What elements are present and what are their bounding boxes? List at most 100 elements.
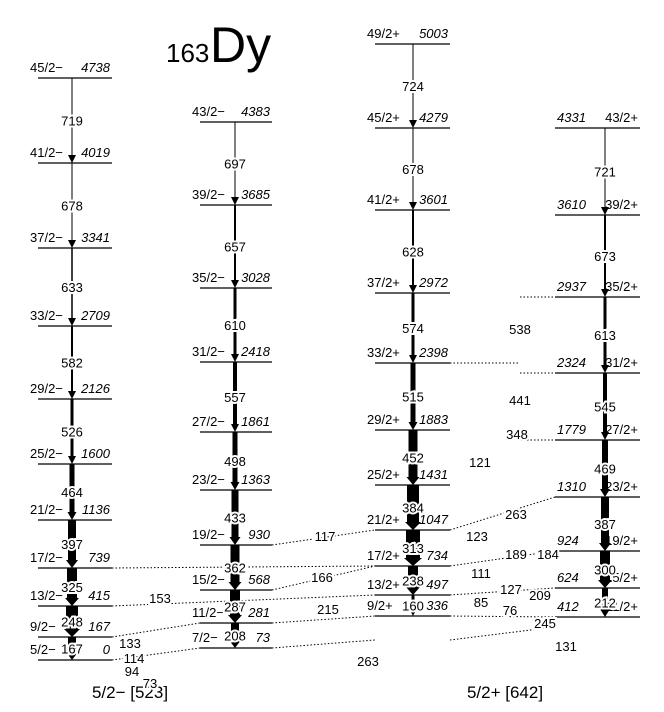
interband-line [449,587,556,596]
transition-energy: 582 [61,356,83,371]
arrow-head [599,543,611,551]
transition-energy: 433 [224,511,246,526]
level-spin: 45/2+ [367,110,400,125]
interband-energy: 184 [537,547,559,562]
level-spin: 15/2− [192,572,225,587]
interband-energy: 123 [466,529,488,544]
level-energy: 1779 [557,422,586,437]
level-energy: 1431 [419,467,448,482]
level-spin: 33/2+ [367,345,400,360]
level-spin: 21/2+ [367,512,400,527]
level-spin: 25/2− [30,446,63,461]
transition-arrow [410,363,416,422]
transition-arrow [71,326,73,391]
transition-energy: 574 [402,321,424,336]
level-energy: 0 [103,642,111,657]
element: Dy [210,17,271,73]
interband-line [271,565,376,591]
transition-arrow [230,590,240,615]
arrow-head [68,456,76,464]
interband-energy: 111 [471,566,491,581]
interband-energy: 153 [149,591,171,606]
transition-arrow [602,588,608,609]
transition-arrow [600,551,610,580]
interband-line [449,550,556,567]
transition-arrow [232,432,238,482]
level-spin: 35/2− [192,270,225,285]
transition-arrow [70,399,74,456]
level-energy: 3028 [241,270,271,285]
transition-arrow [408,430,418,477]
transition-arrow [68,637,76,652]
level-energy: 1883 [419,412,449,427]
level-energy: 734 [426,548,448,563]
arrow-head [600,489,610,497]
transition-energy: 397 [61,537,83,552]
arrow-head [66,560,78,568]
arrow-head [66,652,78,660]
transition-arrow [231,490,239,537]
transition-arrow [604,128,606,207]
interband-energy: 189 [505,547,527,562]
transition-energy: 464 [61,485,83,500]
level-energy: 2398 [418,345,449,360]
arrow-head [231,197,239,205]
level-spin: 29/2+ [367,412,400,427]
level-energy: 1363 [241,472,271,487]
transition-arrow [231,623,239,640]
level-energy: 4383 [241,104,271,119]
level-spin: 17/2+ [367,548,400,563]
arrow-head [409,285,417,293]
interband-energy: 117 [315,529,336,544]
level-energy: 1861 [241,414,270,429]
transition-energy: 724 [402,79,424,94]
interband-energy: 131 [555,639,577,654]
level-spin: 31/2+ [605,355,638,370]
level-energy: 497 [426,577,448,592]
level-energy: 1600 [81,446,111,461]
transition-energy: 362 [224,561,246,576]
level-energy: 4331 [557,110,586,125]
level-energy: 4279 [419,110,448,125]
arrow-head [230,482,240,490]
level-spin: 43/2− [192,104,225,119]
transition-energy: 452 [402,451,424,466]
arrow-head [601,207,609,215]
level-spin: 49/2+ [367,26,400,41]
transition-energy: 657 [224,240,246,255]
transition-energy: 673 [594,249,616,264]
arrow-head [408,422,418,430]
level-energy: 2126 [80,381,111,396]
level-spin: 9/2+ [367,598,393,613]
arrow-head [598,580,612,588]
transition-energy: 613 [594,328,616,343]
transition-arrow [604,215,606,289]
transition-energy: 719 [61,114,83,129]
interband-energy: 114 [124,651,145,666]
arrow-head [68,318,76,326]
interband-energy: 121 [469,455,491,470]
level-spin: 45/2− [30,60,63,75]
band-label: 5/2− [523] [92,683,168,702]
transition-energy: 208 [224,629,246,644]
transition-arrow [71,78,73,155]
transition-energy: 678 [402,162,424,177]
transition-arrow [233,288,237,354]
transition-energy: 697 [224,157,246,172]
interband-energy: 441 [509,393,531,408]
arrow-head [68,391,76,399]
arrow-head [65,598,79,606]
interband-energy: 215 [317,602,339,617]
level-energy: 2972 [418,275,449,290]
arrow-head [229,640,241,648]
level-spin: 23/2− [192,472,225,487]
transition-arrow [411,595,415,608]
level-spin: 39/2+ [605,197,638,212]
level-energy: 568 [248,572,270,587]
interband-energy: 73 [143,676,157,691]
transition-arrow [71,163,73,240]
level-spin: 19/2+ [605,533,638,548]
transition-arrow [67,568,77,598]
transition-arrow [406,530,420,558]
transition-energy: 387 [594,517,616,532]
